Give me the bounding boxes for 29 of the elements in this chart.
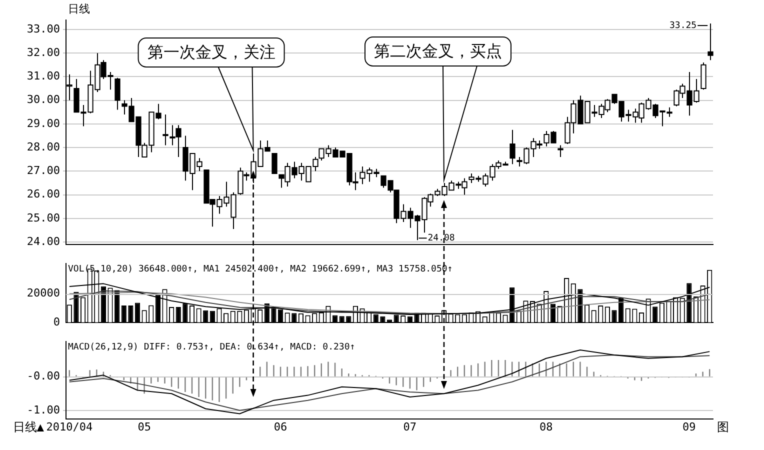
y-tick-label: 30.00 <box>26 93 60 106</box>
text: 日线▲ <box>12 420 45 434</box>
y-tick-label: 32.00 <box>26 46 60 59</box>
y-tick-label: 0 <box>53 315 60 328</box>
annotation: 33.25 <box>670 20 697 31</box>
y-tick-label: -1.00 <box>26 403 60 416</box>
x-tick-label: 07 <box>403 420 417 434</box>
y-tick-label: -0.00 <box>26 370 60 383</box>
x-tick-label: 09 <box>682 420 696 434</box>
annotation: VOL(5,10,20) 36648.000↑, MA1 24502.400↑, MA2 19662.699↑, MA3 15758.050↑ <box>68 264 453 274</box>
y-tick-label: 26.00 <box>26 188 60 201</box>
y-tick-label: 20000 <box>26 286 60 300</box>
y-tick-label: 31.00 <box>26 70 60 83</box>
y-tick-label: 28.00 <box>26 140 60 154</box>
x-tick-label: 06 <box>274 420 288 434</box>
y-tick-label: 29.00 <box>26 116 60 130</box>
x-tick-label: 08 <box>540 420 553 434</box>
y-tick-label: 24.00 <box>26 234 60 248</box>
chart-title: 日线 <box>68 2 90 16</box>
y-tick-label: 27.00 <box>26 164 60 178</box>
annotation: 第一次金叉，关注 <box>147 42 276 62</box>
annotation: 24.08 <box>428 233 455 244</box>
y-tick-label: 33.00 <box>26 22 60 36</box>
x-tick-label: 2010/04 <box>46 420 93 434</box>
annotation: MACD(26,12,9) DIFF: 0.753↑, DEA: 0.634↑, MACD: 0.230↑ <box>68 342 356 352</box>
x-tick-label: 05 <box>138 420 151 434</box>
y-tick-label: 25.00 <box>26 211 60 224</box>
text: 图 <box>717 420 729 434</box>
annotation: 第二次金叉，买点 <box>374 42 502 61</box>
